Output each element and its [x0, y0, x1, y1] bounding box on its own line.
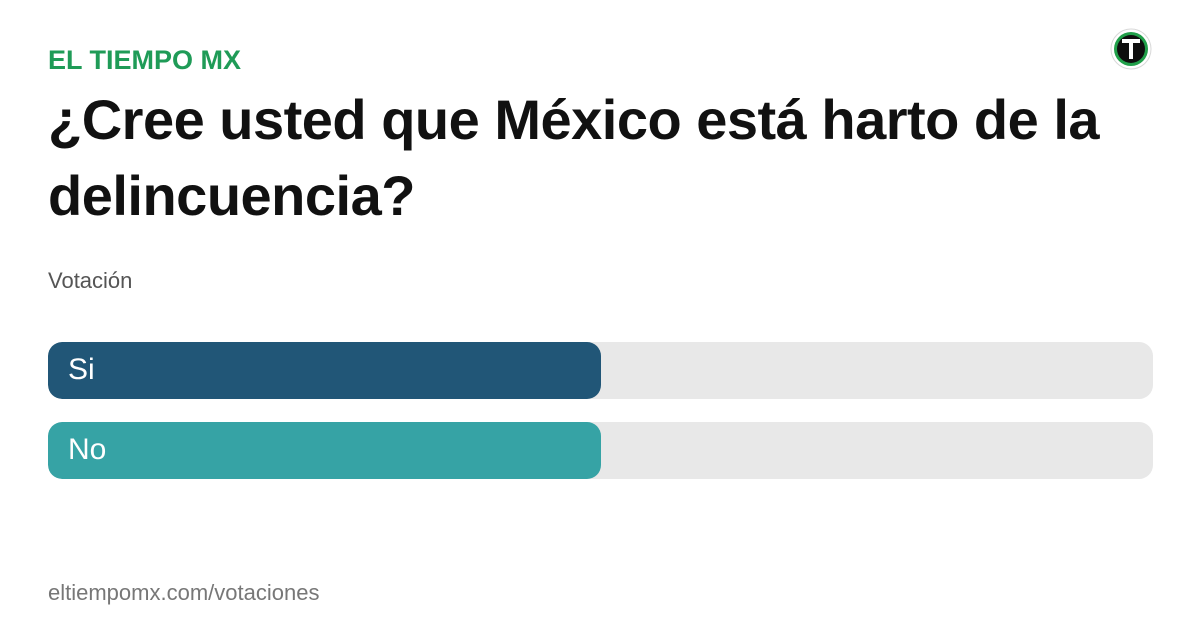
poll-option-si[interactable]: Si — [48, 342, 1153, 399]
poll-subtitle: Votación — [48, 268, 133, 293]
poll-option-si-label: Si — [68, 353, 95, 386]
poll-option-si-fill — [48, 342, 601, 399]
poll-option-no[interactable]: No — [48, 422, 1153, 479]
el-tiempo-logo-icon — [1110, 28, 1152, 70]
brand-name: EL TIEMPO MX — [48, 45, 242, 75]
poll-option-no-label: No — [68, 433, 107, 466]
footer-url[interactable]: eltiempomx.com/votaciones — [48, 580, 320, 605]
poll-option-no-fill — [48, 422, 601, 479]
poll-question: ¿Cree usted que México está harto de la … — [48, 88, 1100, 227]
